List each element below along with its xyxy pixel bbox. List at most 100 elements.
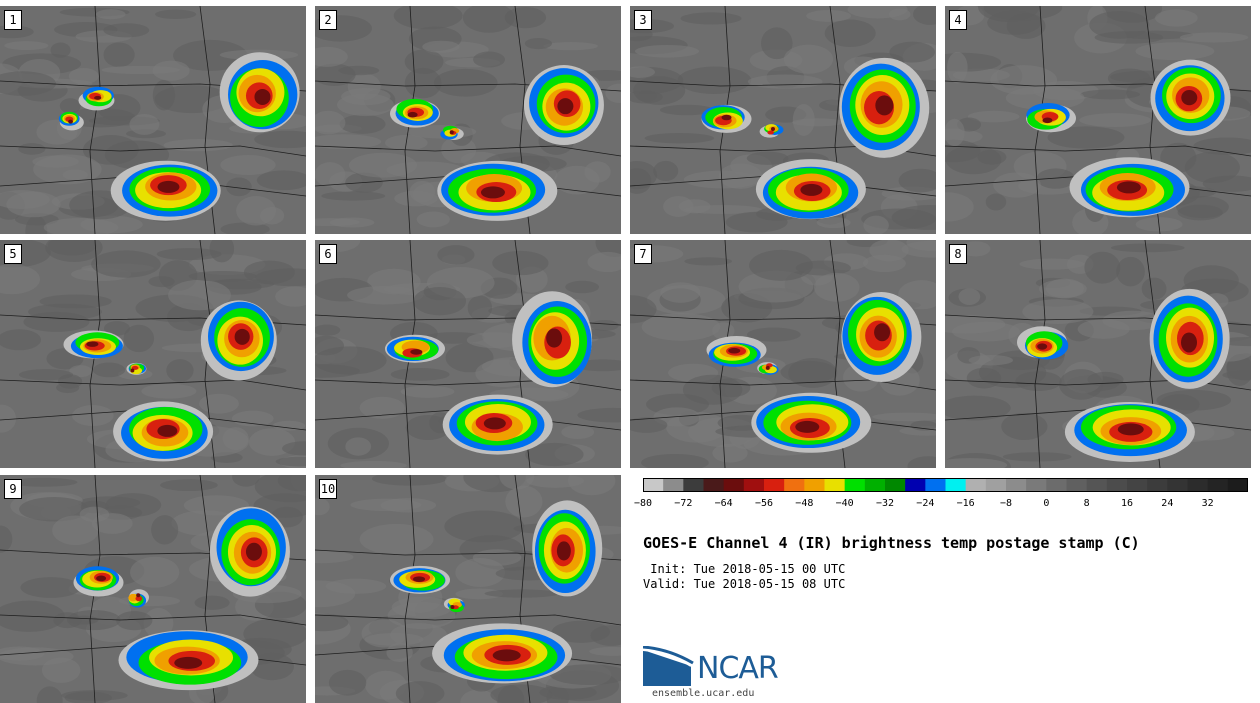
valid-time: Valid: Tue 2018-05-15 08 UTC	[643, 577, 846, 591]
colorbar-swatch	[885, 478, 906, 492]
colorbar-tick-label: −24	[916, 498, 935, 509]
ncar-logo-icon	[643, 646, 694, 686]
storm-cloud	[200, 300, 277, 381]
colorbar-tick-label: −72	[674, 498, 693, 509]
colorbar-swatch	[824, 478, 846, 492]
colorbar-tick-label: −80	[633, 498, 653, 509]
ensemble-member-panel-2: 2	[315, 6, 621, 234]
colorbar-swatch	[1046, 478, 1067, 492]
state-boundary	[630, 379, 936, 391]
member-label: 8	[949, 244, 967, 264]
state-boundary	[945, 409, 1251, 431]
storm-cloud	[219, 52, 300, 133]
storm-cloud	[1069, 157, 1190, 218]
ensemble-member-panel-1: 1	[0, 6, 306, 234]
storm-cloud	[440, 125, 464, 140]
storm-cloud	[442, 394, 553, 455]
colorbar-swatch	[1147, 478, 1168, 492]
colorbar-tick-label: 16	[1120, 498, 1134, 509]
storm-cloud	[443, 597, 465, 613]
ensemble-member-panel-10: 10	[315, 475, 621, 703]
colorbar-tick-label: 32	[1201, 498, 1214, 509]
ensemble-member-panel-7: 7	[630, 240, 936, 468]
storm-cloud	[512, 291, 593, 388]
colorbar-tick-label: −64	[714, 498, 733, 509]
init-time: Init: Tue 2018-05-15 00 UTC	[643, 562, 846, 576]
ir-imagery	[315, 475, 621, 703]
colorbar-swatch	[743, 478, 765, 492]
ir-imagery	[0, 240, 306, 468]
storm-cloud	[839, 57, 930, 158]
colorbar-swatch	[1026, 478, 1047, 492]
storm-cloud	[432, 623, 573, 684]
storm-cloud	[73, 566, 124, 597]
colorbar-swatch	[723, 478, 745, 492]
colorbar-tick-label: 0	[1043, 498, 1050, 509]
colorbar-swatch	[643, 478, 664, 492]
colorbar-swatch	[905, 478, 926, 492]
ir-imagery	[630, 6, 936, 234]
storm-cloud	[58, 111, 84, 131]
colorbar-tick-label: −48	[795, 498, 814, 509]
storm-cloud	[751, 392, 872, 453]
ir-imagery	[315, 240, 621, 468]
storm-cloud	[523, 65, 604, 146]
storm-cloud	[1150, 59, 1231, 136]
ensemble-member-panel-9: 9	[0, 475, 306, 703]
storm-cloud	[63, 330, 124, 359]
member-label: 10	[319, 479, 337, 499]
member-label: 1	[4, 10, 22, 30]
colorbar-swatch	[703, 478, 725, 492]
colorbar-swatch	[1227, 478, 1248, 492]
temperature-colorbar	[643, 478, 1248, 492]
colorbar-swatch	[804, 478, 825, 492]
storm-cloud	[757, 362, 779, 375]
storm-cloud	[706, 336, 767, 367]
colorbar-swatch	[663, 478, 684, 492]
colorbar-swatch	[1086, 478, 1108, 492]
storm-cloud	[532, 500, 603, 597]
ir-imagery	[0, 475, 306, 703]
ensemble-member-panel-4: 4	[945, 6, 1251, 234]
colorbar-tick-label: −56	[754, 498, 774, 509]
storm-cloud	[1064, 401, 1195, 462]
state-boundary	[89, 6, 101, 234]
storm-cloud	[1017, 326, 1069, 360]
storm-cloud	[390, 565, 451, 594]
colorbar-border	[643, 478, 1248, 492]
member-label: 6	[319, 244, 337, 264]
colorbar-swatch	[1127, 478, 1148, 492]
state-boundary	[315, 379, 621, 391]
storm-cloud	[118, 630, 259, 691]
colorbar-swatch	[925, 478, 946, 492]
storm-cloud	[437, 160, 558, 221]
colorbar-tick-label: −32	[875, 498, 895, 509]
storm-cloud	[385, 334, 446, 363]
state-boundary	[945, 145, 1251, 157]
member-label: 5	[4, 244, 22, 264]
member-label: 4	[949, 10, 967, 30]
member-label: 7	[634, 244, 652, 264]
storm-cloud	[759, 124, 784, 138]
ncar-logo-text: NCAR	[697, 651, 779, 686]
storm-cloud	[78, 86, 115, 111]
state-boundary	[0, 379, 306, 391]
member-label: 9	[4, 479, 22, 499]
state-boundary	[945, 379, 1251, 391]
colorbar-swatch	[864, 478, 886, 492]
storm-cloud	[128, 589, 149, 608]
ir-imagery	[630, 240, 936, 468]
ensemble-member-panel-5: 5	[0, 240, 306, 468]
colorbar-tick-label: 24	[1161, 498, 1174, 509]
colorbar-swatch	[844, 478, 866, 492]
colorbar-tick-label: 8	[1083, 498, 1090, 509]
figure-title: GOES-E Channel 4 (IR) brightness temp po…	[643, 534, 1140, 552]
colorbar-swatch	[1207, 478, 1229, 492]
ir-imagery	[315, 6, 621, 234]
colorbar-tick-label: −40	[835, 498, 854, 509]
storm-cloud	[841, 292, 922, 383]
colorbar-swatch	[1066, 478, 1088, 492]
state-boundary	[315, 145, 621, 157]
storm-cloud	[389, 98, 440, 128]
colorbar-swatch	[965, 478, 987, 492]
